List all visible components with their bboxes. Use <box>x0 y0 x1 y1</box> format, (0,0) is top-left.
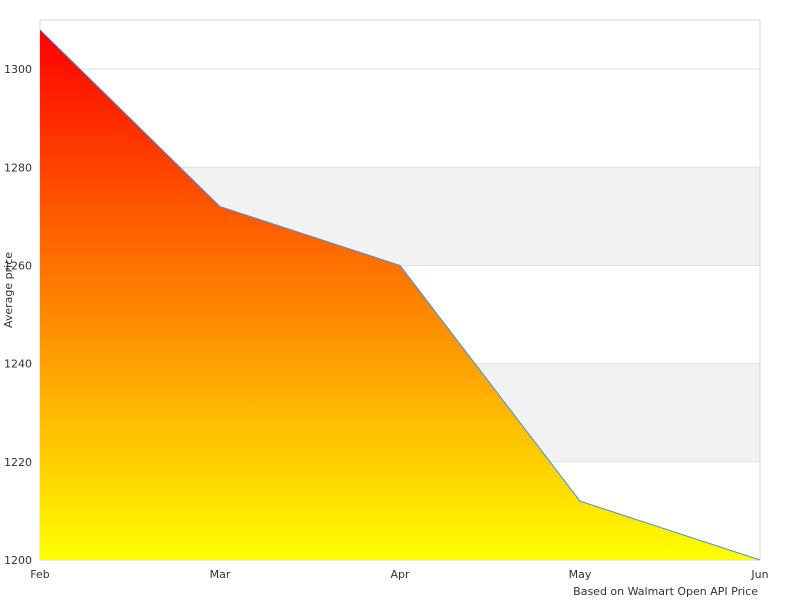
x-tick-label: Jun <box>750 568 768 581</box>
x-tick-label: May <box>569 568 592 581</box>
x-tick-label: Apr <box>390 568 410 581</box>
x-tick-label: Feb <box>30 568 49 581</box>
area-fill <box>40 30 760 560</box>
y-axis-title: Average price <box>2 252 15 328</box>
y-tick-label: 1220 <box>4 456 32 469</box>
y-tick-label: 1200 <box>4 554 32 567</box>
x-tick-label: Mar <box>210 568 231 581</box>
y-tick-label: 1280 <box>4 161 32 174</box>
x-axis: Feb Mar Apr May Jun <box>30 568 768 581</box>
chart-credit: Based on Walmart Open API Price <box>573 585 758 598</box>
y-tick-label: 1240 <box>4 358 32 371</box>
area-series <box>40 30 760 560</box>
y-tick-label: 1300 <box>4 63 32 76</box>
